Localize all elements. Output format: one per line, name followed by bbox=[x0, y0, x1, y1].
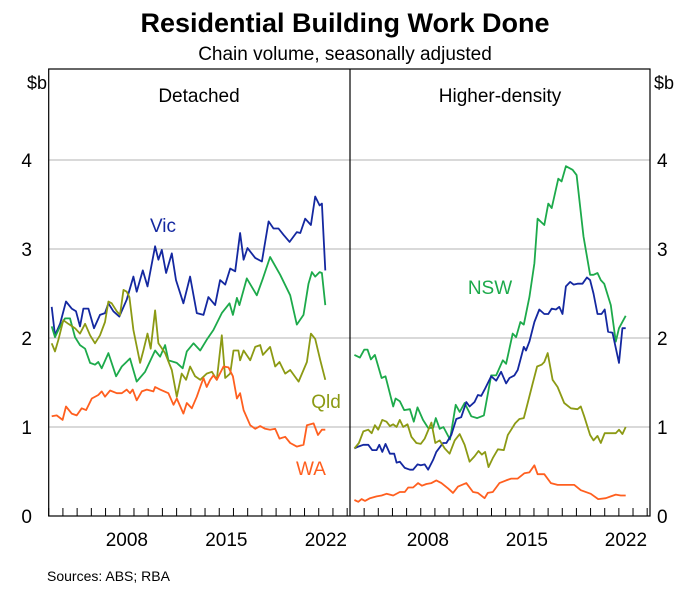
y-tick-label-left: 4 bbox=[21, 151, 32, 172]
series-label-qld: Qld bbox=[311, 392, 341, 413]
y-tick-label-right: 4 bbox=[657, 151, 668, 172]
series-label-vic: Vic bbox=[150, 216, 176, 237]
y-axis-unit-right: $b bbox=[654, 73, 674, 93]
y-tick-label-right: 0 bbox=[657, 507, 668, 528]
y-tick-label-left: 0 bbox=[21, 507, 32, 528]
panel-title-higher-density: Higher-density bbox=[439, 86, 562, 107]
series-label-wa: WA bbox=[296, 459, 326, 480]
x-tick-label: 2022 bbox=[605, 530, 647, 551]
y-tick-label-right: 3 bbox=[657, 240, 668, 261]
x-tick-label: 2015 bbox=[506, 530, 548, 551]
series-line-detached-wa bbox=[51, 365, 326, 448]
y-tick-label-left: 1 bbox=[21, 418, 32, 439]
series-line-higher-density-wa bbox=[354, 464, 626, 503]
series-line-higher-density-vic bbox=[354, 276, 626, 471]
series-lines: Vic Qld WA NSW bbox=[50, 165, 627, 503]
gridlines bbox=[48, 159, 650, 428]
chart-subtitle: Chain volume, seasonally adjusted bbox=[198, 44, 492, 65]
y-tick-label-left: 2 bbox=[21, 329, 32, 350]
series-label-nsw: NSW bbox=[468, 278, 512, 299]
plot-frame bbox=[48, 68, 651, 517]
y-axis-unit-left: $b bbox=[27, 73, 47, 93]
x-tick-label: 2008 bbox=[106, 530, 148, 551]
series-line-detached-qld bbox=[50, 289, 327, 398]
chart-title: Residential Building Work Done bbox=[140, 8, 549, 38]
series-line-higher-density-nsw bbox=[354, 165, 627, 441]
series-line-detached-vic bbox=[50, 195, 327, 337]
series-line-detached-nsw bbox=[50, 256, 327, 383]
x-tick-label: 2008 bbox=[407, 530, 449, 551]
panel-title-detached: Detached bbox=[158, 86, 239, 107]
y-tick-label-right: 1 bbox=[657, 418, 668, 439]
series-line-higher-density-qld bbox=[353, 352, 627, 468]
y-tick-label-left: 3 bbox=[21, 240, 32, 261]
source-note: Sources: ABS; RBA bbox=[47, 568, 171, 584]
y-tick-label-right: 2 bbox=[657, 329, 668, 350]
x-tick-label: 2022 bbox=[305, 530, 347, 551]
x-tick-label: 2015 bbox=[205, 530, 247, 551]
axes: 0 0 1 1 2 2 3 3 4 4 2008 2015 2022 2008 2015 2022 bbox=[21, 68, 668, 551]
